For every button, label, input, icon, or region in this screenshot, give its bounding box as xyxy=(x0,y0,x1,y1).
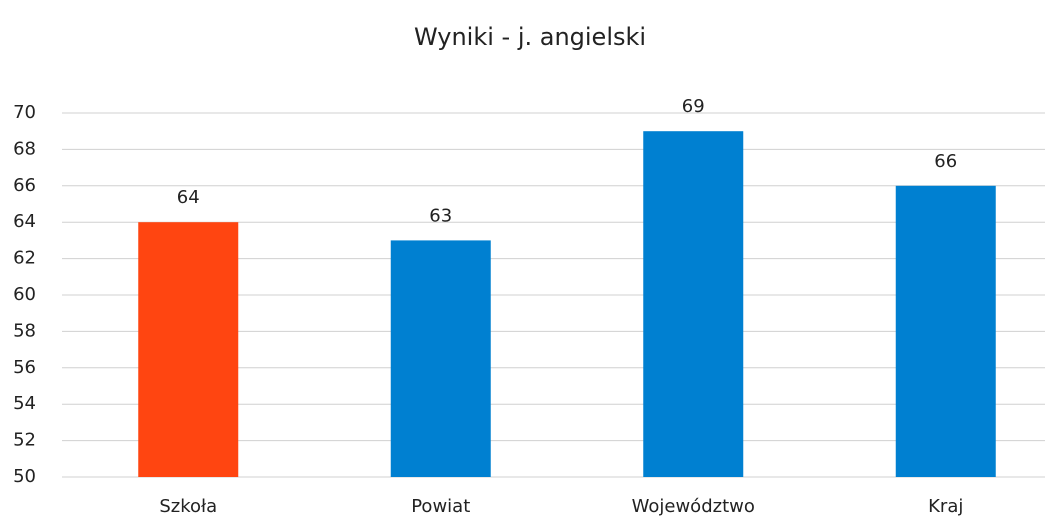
y-tick-label: 50 xyxy=(13,466,36,487)
data-label: 63 xyxy=(429,205,452,226)
chart-title: Wyniki - j. angielski xyxy=(414,23,646,51)
data-label: 64 xyxy=(177,187,200,208)
y-tick-label: 52 xyxy=(13,430,36,451)
x-tick-label: Województwo xyxy=(632,496,755,517)
y-tick-label: 64 xyxy=(13,211,36,232)
y-tick-label: 56 xyxy=(13,357,36,378)
y-tick-label: 62 xyxy=(13,248,36,269)
bar xyxy=(895,185,996,478)
x-tick-label: Powiat xyxy=(411,496,470,517)
y-tick-label: 58 xyxy=(13,320,36,341)
bar xyxy=(138,222,239,477)
y-tick-label: 70 xyxy=(13,102,36,123)
bar xyxy=(390,240,491,477)
data-label: 66 xyxy=(934,151,957,172)
y-tick-label: 54 xyxy=(13,393,36,414)
x-tick-label: Kraj xyxy=(928,496,963,517)
x-tick-label: Szkoła xyxy=(159,496,217,517)
y-tick-label: 60 xyxy=(13,284,36,305)
y-tick-label: 68 xyxy=(13,138,36,159)
y-tick-label: 66 xyxy=(13,175,36,196)
bar xyxy=(643,131,744,477)
data-label: 69 xyxy=(682,96,705,117)
